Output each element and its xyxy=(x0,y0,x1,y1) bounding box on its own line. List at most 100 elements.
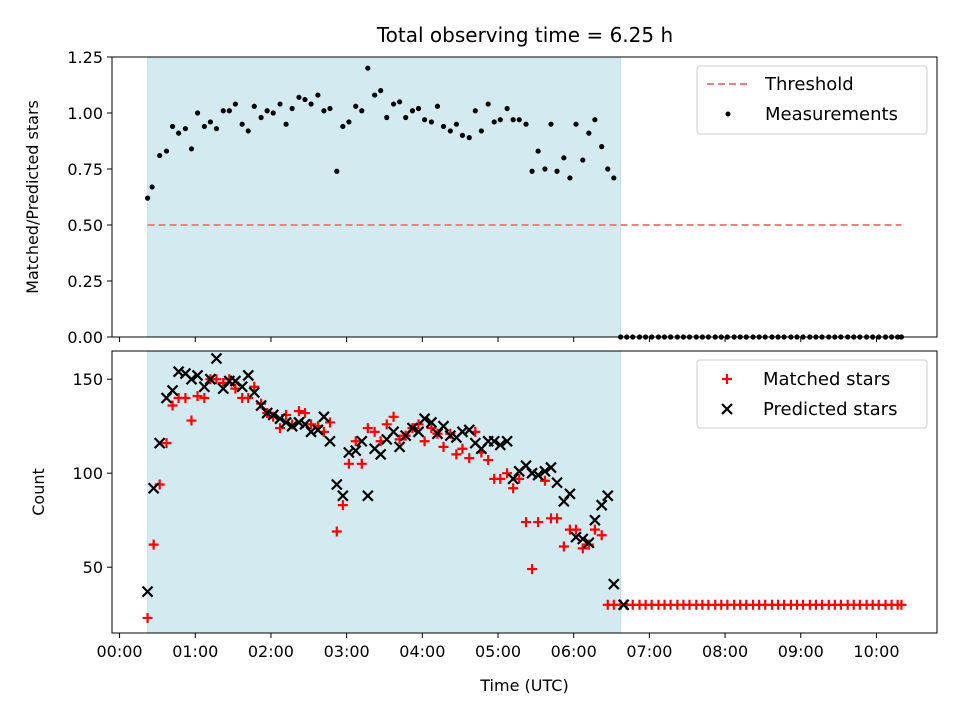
matched-star-point xyxy=(514,473,525,484)
predicted-star-point xyxy=(539,465,551,478)
matched-star-point xyxy=(451,449,462,460)
predicted-star-point xyxy=(494,439,507,451)
matched-star-point xyxy=(570,524,581,535)
matched-star-point xyxy=(381,419,392,430)
measurement-point xyxy=(529,168,535,174)
legend-measurements-swatch xyxy=(725,111,731,117)
bottom-y-tick-label: 100 xyxy=(72,464,103,483)
matched-star-point xyxy=(275,423,286,434)
predicted-star-point xyxy=(286,420,298,432)
measurement-point xyxy=(194,110,201,116)
predicted-star-point xyxy=(153,437,166,449)
matched-stars-points xyxy=(142,374,907,623)
top-y-tick-label: 1.00 xyxy=(67,104,103,123)
matched-star-point xyxy=(142,612,153,623)
matched-star-point xyxy=(356,458,367,469)
predicted-star-point xyxy=(312,424,324,436)
legend-matched-swatch xyxy=(722,374,732,384)
measurement-point xyxy=(289,105,295,112)
bottom-observing-shade xyxy=(147,350,621,634)
predicted-star-point xyxy=(570,531,582,543)
predicted-star-point xyxy=(374,448,387,461)
measurement-point xyxy=(586,130,592,136)
matched-star-point xyxy=(148,539,159,550)
predicted-star-point xyxy=(418,412,431,425)
measurement-point xyxy=(176,130,182,136)
x-tick-label: 09:00 xyxy=(778,642,824,661)
matched-star-point xyxy=(508,483,519,494)
matched-star-point xyxy=(161,438,172,449)
measurement-point xyxy=(220,108,226,114)
measurement-point xyxy=(409,108,416,114)
measurement-point xyxy=(384,114,390,121)
predicted-star-point xyxy=(617,599,630,611)
matched-star-point xyxy=(464,453,475,464)
predicted-star-point xyxy=(501,435,513,448)
measurement-point xyxy=(548,121,554,127)
measurement-point xyxy=(188,146,195,152)
measurement-point xyxy=(340,123,346,130)
predicted-star-point xyxy=(488,435,501,448)
measurement-point xyxy=(378,88,384,94)
predicted-star-point xyxy=(166,384,179,397)
measurement-point xyxy=(523,121,529,127)
measurement-point xyxy=(535,148,541,154)
measurement-point xyxy=(491,119,497,125)
matched-star-point xyxy=(558,541,569,552)
x-tick-label: 10:00 xyxy=(853,642,899,661)
bottom-legend-box xyxy=(696,359,928,429)
measurement-point xyxy=(315,92,321,98)
matched-star-point xyxy=(362,423,373,434)
legend-matched-marker xyxy=(722,374,732,384)
predicted-star-point xyxy=(456,426,469,438)
predicted-star-point xyxy=(147,482,160,495)
matched-star-point xyxy=(324,417,335,428)
matched-star-point xyxy=(521,517,532,528)
measurement-point xyxy=(277,101,283,107)
matched-star-point xyxy=(337,500,348,511)
x-tick-label: 02:00 xyxy=(248,642,294,661)
top-x-ticks xyxy=(119,337,877,342)
matched-star-point xyxy=(896,599,907,610)
x-tick-label: 03:00 xyxy=(324,642,370,661)
matched-star-point xyxy=(293,406,304,417)
top-panel: 0.00 0.25 0.50 0.75 1.00 1.25 Matched/Predict… xyxy=(23,48,938,347)
measurement-point xyxy=(157,152,163,159)
matched-star-point xyxy=(589,524,600,535)
measurement-point xyxy=(554,168,560,174)
predicted-star-point xyxy=(204,373,217,385)
predicted-star-point xyxy=(331,478,343,491)
legend-predicted-label: Predicted stars xyxy=(763,399,897,420)
predicted-star-point xyxy=(343,446,355,459)
predicted-star-point xyxy=(305,426,317,438)
predicted-star-point xyxy=(545,461,557,474)
measurement-point xyxy=(542,166,548,172)
measurement-point xyxy=(459,132,466,138)
bottom-y-axis-label: Count xyxy=(29,468,48,516)
x-tick-label: 00:00 xyxy=(97,642,143,661)
predicted-star-point xyxy=(601,489,614,502)
matched-star-point xyxy=(577,543,588,554)
measurement-point xyxy=(434,103,441,109)
matched-star-point xyxy=(527,564,538,575)
measurement-point xyxy=(504,105,510,112)
top-y-tick-label: 1.25 xyxy=(67,48,103,67)
bottom-x-ticks: 00:00 01:00 02:00 03:00 04:00 05:00 06:00 07:00… xyxy=(97,633,900,661)
measurement-point xyxy=(428,119,435,125)
predicted-star-point xyxy=(248,386,261,399)
x-axis-label: Time (UTC) xyxy=(479,676,568,695)
matched-star-point xyxy=(539,475,550,486)
measurement-point xyxy=(421,117,428,123)
x-tick-label: 07:00 xyxy=(626,642,672,661)
predicted-star-point xyxy=(349,444,362,457)
predicted-star-point xyxy=(210,352,223,365)
measurement-point xyxy=(573,121,579,127)
matched-star-point xyxy=(249,381,260,392)
predicted-star-point xyxy=(242,369,255,382)
measurement-point xyxy=(201,123,207,130)
measurement-point xyxy=(592,117,598,123)
top-y-ticks: 0.00 0.25 0.50 0.75 1.00 1.25 xyxy=(67,48,112,347)
predicted-star-point xyxy=(564,488,576,500)
